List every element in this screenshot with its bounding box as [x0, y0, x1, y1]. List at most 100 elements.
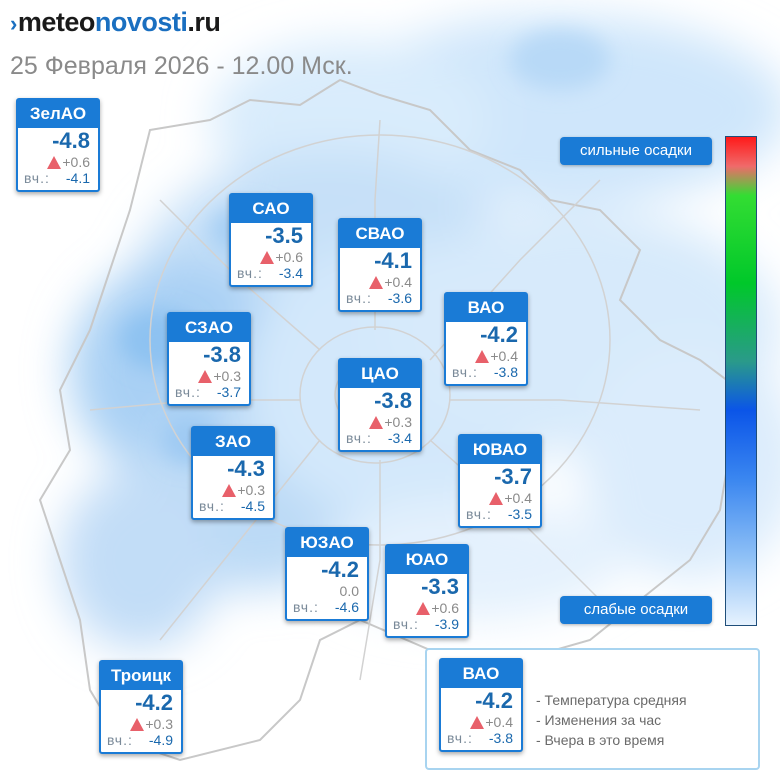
legend-sample-card: ВАО -4.2 +0.4 вч.: -3.8 [439, 658, 523, 752]
change-up-arrow-icon [475, 350, 490, 363]
yesterday-value: -4.6 [334, 599, 359, 615]
change-value: +0.6 [431, 600, 459, 616]
change-up-arrow-icon [369, 416, 384, 429]
district-card-troick: Троицк -4.2 +0.3 вч.: -4.9 [99, 660, 183, 754]
district-temperature: -4.2 [475, 688, 513, 713]
district-card-svao: СВАО -4.1 +0.4 вч.: -3.6 [338, 218, 422, 312]
district-hourly-change: +0.4 [369, 274, 412, 291]
district-card-cao: ЦАО -3.8 +0.3 вч.: -3.4 [338, 358, 422, 452]
logo-text-novosti: novosti [94, 7, 188, 37]
district-card-zao: ЗАО -4.3 +0.3 вч.: -4.5 [191, 426, 275, 520]
district-name: САО [231, 195, 311, 223]
logo-text-domain: .ru [187, 7, 221, 37]
change-up-arrow-icon [489, 492, 504, 505]
district-yesterday: вч.: -4.5 [199, 498, 265, 515]
district-yesterday: вч.: -4.9 [107, 732, 173, 749]
yesterday-label: вч.: [107, 732, 133, 748]
district-temperature: -3.8 [374, 388, 412, 413]
district-temperature: -4.1 [374, 248, 412, 273]
yesterday-label: вч.: [346, 430, 372, 446]
district-hourly-change: +0.3 [130, 716, 173, 733]
change-value: +0.3 [237, 482, 265, 498]
change-up-arrow-icon [470, 716, 485, 729]
district-hourly-change: +0.4 [470, 714, 513, 731]
change-value: +0.4 [490, 348, 518, 364]
district-temperature: -4.2 [321, 557, 359, 582]
change-up-arrow-icon [47, 156, 62, 169]
yesterday-label: вч.: [466, 506, 492, 522]
district-yesterday: вч.: -3.8 [447, 730, 513, 747]
district-name: ЮВАО [460, 436, 540, 464]
change-up-arrow-icon [260, 251, 275, 264]
legend-descriptions: - Температура средняя - Изменения за час… [536, 690, 687, 750]
yesterday-value: -4.5 [240, 498, 265, 514]
site-logo[interactable]: ›meteonovosti.ru [10, 4, 221, 42]
district-name: ЦАО [340, 360, 420, 388]
district-hourly-change: +0.4 [475, 348, 518, 365]
change-value: +0.3 [384, 414, 412, 430]
logo-text-meteo: meteo [17, 7, 96, 37]
yesterday-value: -3.6 [387, 290, 412, 306]
yesterday-label: вч.: [393, 616, 419, 632]
yesterday-value: -3.9 [434, 616, 459, 632]
district-temperature: -3.5 [265, 223, 303, 248]
yesterday-value: -3.4 [387, 430, 412, 446]
district-name: Троицк [101, 662, 181, 690]
district-name: СВАО [340, 220, 420, 248]
forecast-datetime: 25 Февраля 2026 - 12.00 Мск. [10, 52, 353, 80]
yesterday-value: -4.9 [148, 732, 173, 748]
logo-mark-icon: › [10, 11, 17, 36]
district-yesterday: вч.: -4.6 [293, 599, 359, 616]
yesterday-label: вч.: [24, 170, 50, 186]
yesterday-value: -3.5 [507, 506, 532, 522]
district-card-zelao: ЗелАО -4.8 +0.6 вч.: -4.1 [16, 98, 100, 192]
district-temperature: -4.2 [135, 690, 173, 715]
district-yesterday: вч.: -4.1 [24, 170, 90, 187]
district-card-yuzao: ЮЗАО -4.2 0.0 вч.: -4.6 [285, 527, 369, 621]
yesterday-label: вч.: [199, 498, 225, 514]
district-temperature: -3.7 [494, 464, 532, 489]
scale-heavy-precip-label: сильные осадки [560, 137, 712, 165]
change-value: +0.4 [485, 714, 513, 730]
change-up-arrow-icon [130, 718, 145, 731]
district-temperature: -3.8 [203, 342, 241, 367]
yesterday-value: -3.4 [278, 265, 303, 281]
district-name: ВАО [441, 660, 521, 688]
district-name: ЗАО [193, 428, 273, 456]
district-yesterday: вч.: -3.8 [452, 364, 518, 381]
district-hourly-change: +0.6 [416, 600, 459, 617]
yesterday-label: вч.: [175, 384, 201, 400]
yesterday-value: -3.7 [216, 384, 241, 400]
district-card-yuvao: ЮВАО -3.7 +0.4 вч.: -3.5 [458, 434, 542, 528]
district-hourly-change: +0.3 [198, 368, 241, 385]
district-card-szao: СЗАО -3.8 +0.3 вч.: -3.7 [167, 312, 251, 406]
change-value: +0.3 [213, 368, 241, 384]
district-yesterday: вч.: -3.5 [466, 506, 532, 523]
district-name: ЮЗАО [287, 529, 367, 557]
yesterday-label: вч.: [447, 730, 473, 746]
yesterday-value: -4.1 [65, 170, 90, 186]
district-yesterday: вч.: -3.4 [237, 265, 303, 282]
yesterday-label: вч.: [237, 265, 263, 281]
change-value: +0.3 [145, 716, 173, 732]
district-hourly-change: +0.6 [260, 249, 303, 266]
change-up-arrow-icon [369, 276, 384, 289]
district-hourly-change: +0.3 [369, 414, 412, 431]
district-temperature: -4.2 [480, 322, 518, 347]
yesterday-label: вч.: [293, 599, 319, 615]
change-up-arrow-icon [222, 484, 237, 497]
yesterday-value: -3.8 [493, 364, 518, 380]
district-hourly-change: +0.4 [489, 490, 532, 507]
yesterday-label: вч.: [346, 290, 372, 306]
change-value: +0.6 [275, 249, 303, 265]
district-hourly-change: 0.0 [340, 583, 359, 600]
yesterday-label: вч.: [452, 364, 478, 380]
change-value: 0.0 [339, 583, 359, 599]
district-card-vao: ВАО -4.2 +0.4 вч.: -3.8 [444, 292, 528, 386]
district-name: ЮАО [387, 546, 467, 574]
district-hourly-change: +0.3 [222, 482, 265, 499]
legend-line-hourly-change: - Изменения за час [536, 712, 662, 728]
legend-line-yesterday: - Вчера в это время [536, 732, 665, 748]
legend-line-temperature: - Температура средняя [536, 692, 687, 708]
change-value: +0.6 [62, 154, 90, 170]
